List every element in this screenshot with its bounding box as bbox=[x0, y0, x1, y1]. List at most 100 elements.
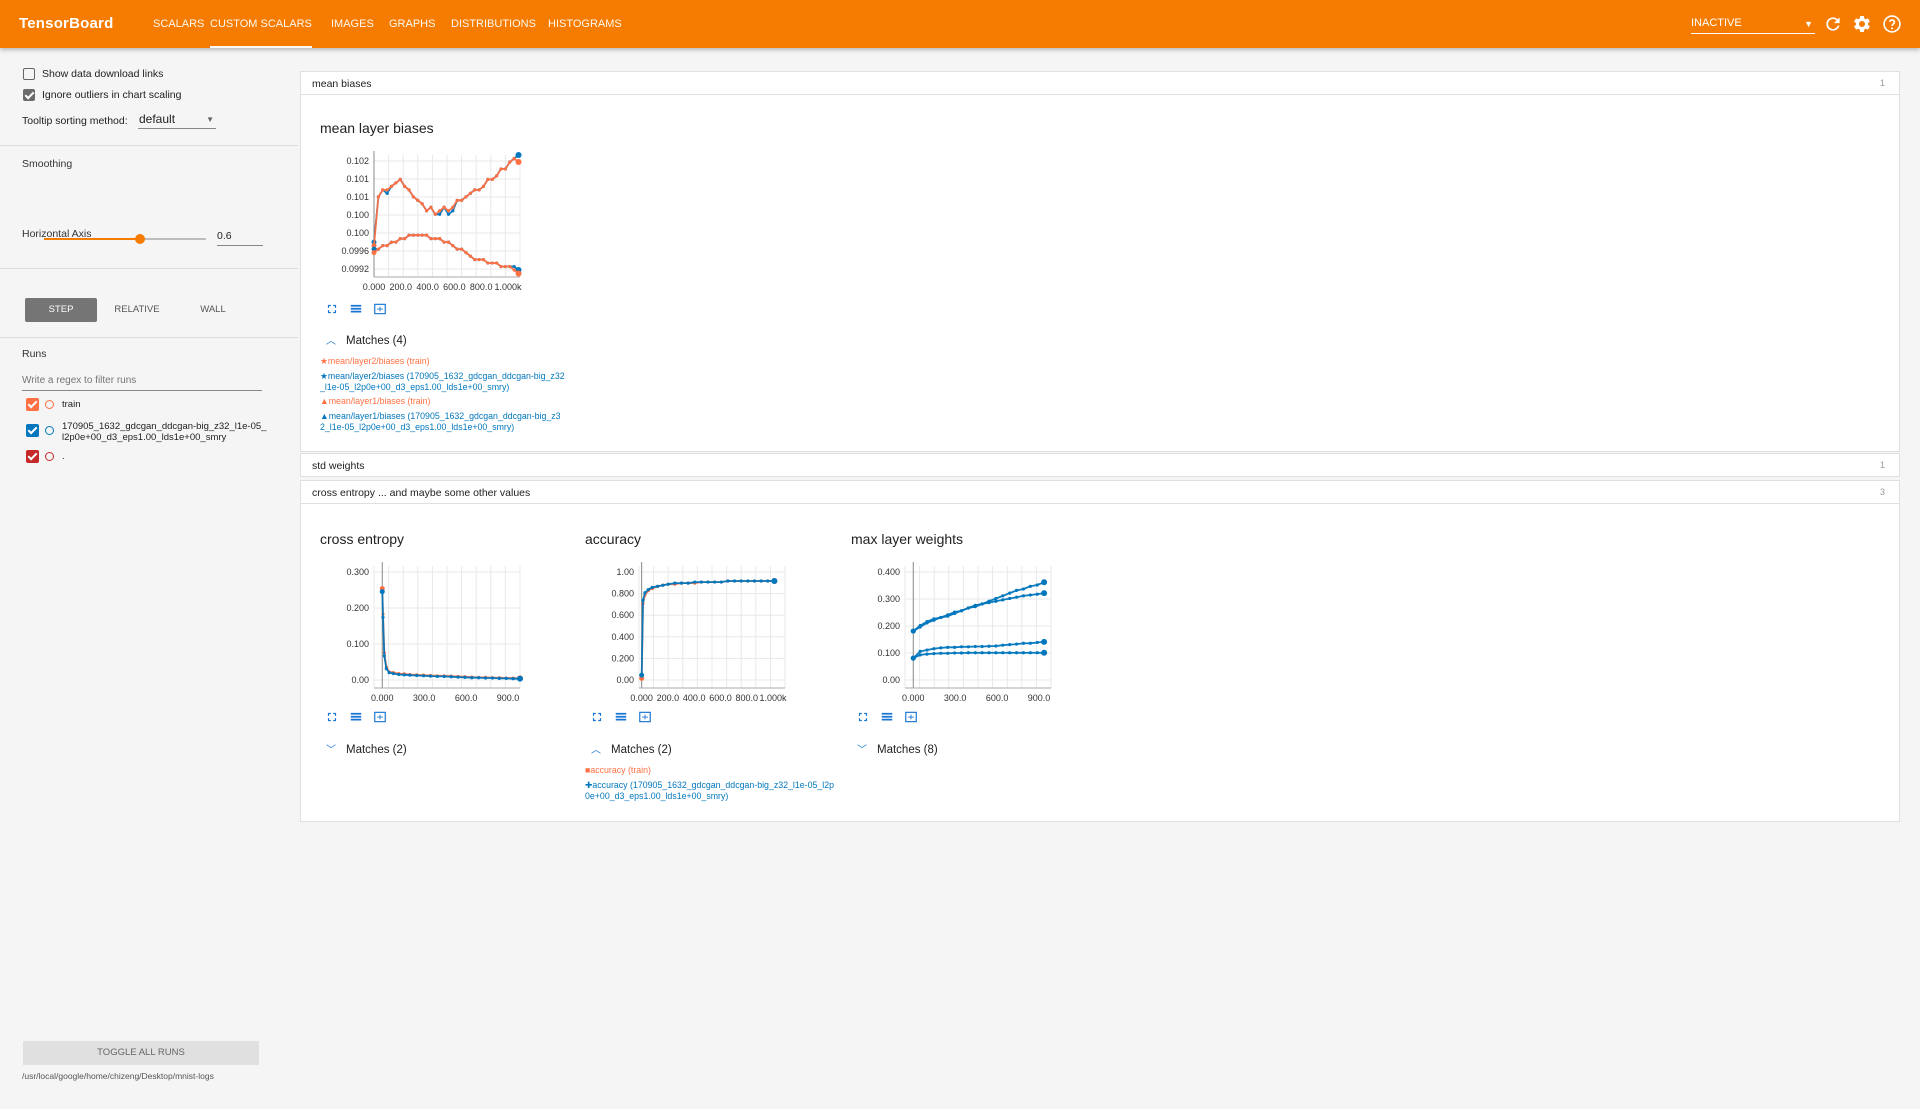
horizontal-axis-label: Horizontal Axis bbox=[22, 228, 92, 240]
data-point bbox=[389, 184, 394, 188]
smoothing-slider-knob[interactable] bbox=[135, 234, 145, 244]
data-point bbox=[512, 156, 516, 161]
chart-accuracy[interactable]: 0.00 0.200 0.400 0.600 0.800 1.00 0.000 200.0 40… bbox=[581, 556, 791, 706]
chart-cross-entropy[interactable]: 0.00 0.100 0.200 0.300 0.000 300.0 600.0 900.0 bbox=[316, 556, 526, 706]
axis-step-button[interactable]: STEP bbox=[25, 298, 97, 322]
status-select[interactable]: INACTIVE ▼ bbox=[1691, 13, 1815, 34]
data-point bbox=[932, 647, 936, 651]
data-point bbox=[987, 651, 991, 655]
matches-toggle[interactable]: ﹀ Matches (8) bbox=[857, 741, 938, 756]
series-line bbox=[373, 157, 520, 246]
data-point bbox=[739, 579, 743, 583]
x-tick-label: 900.0 bbox=[1028, 693, 1051, 703]
app-title: TensorBoard bbox=[19, 15, 114, 32]
show-download-links-checkbox[interactable] bbox=[23, 68, 35, 80]
refresh-icon[interactable] bbox=[1823, 14, 1843, 34]
data-point bbox=[429, 205, 433, 209]
matches-toggle[interactable]: ︿ Matches (4) bbox=[326, 332, 407, 347]
data-point bbox=[408, 673, 412, 677]
tab-distributions[interactable]: DISTRIBUTIONS bbox=[451, 18, 536, 30]
matches-toggle[interactable]: ︿ Matches (2) bbox=[591, 741, 672, 756]
x-tick-label: 300.0 bbox=[413, 693, 436, 703]
tooltip-sorting-select[interactable]: default ▼ bbox=[138, 111, 216, 129]
tab-images[interactable]: IMAGES bbox=[331, 18, 374, 30]
fit-domain-icon[interactable] bbox=[904, 710, 918, 724]
data-point bbox=[481, 257, 486, 262]
help-icon[interactable] bbox=[1882, 14, 1902, 34]
data-point bbox=[403, 237, 407, 241]
status-select-value: INACTIVE bbox=[1691, 17, 1742, 29]
startpoint-marker bbox=[371, 250, 377, 256]
chart-mean-layer-biases[interactable]: 0.0992 0.0996 0.100 0.100 0.101 0.101 0.102 0.0… bbox=[316, 145, 526, 295]
data-point bbox=[925, 652, 929, 656]
fullscreen-icon[interactable] bbox=[590, 710, 604, 724]
data-point bbox=[959, 651, 964, 655]
data-table-icon[interactable] bbox=[349, 302, 363, 316]
data-point bbox=[455, 198, 459, 202]
data-table-icon[interactable] bbox=[349, 710, 363, 724]
fullscreen-icon[interactable] bbox=[856, 710, 870, 724]
divider bbox=[0, 337, 298, 338]
tab-graphs[interactable]: GRAPHS bbox=[389, 18, 436, 30]
data-point bbox=[1028, 651, 1032, 655]
data-point bbox=[987, 644, 991, 648]
fit-domain-icon[interactable] bbox=[638, 710, 652, 724]
tab-custom-scalars[interactable]: CUSTOM SCALARS bbox=[210, 0, 312, 48]
data-table-icon[interactable] bbox=[880, 710, 894, 724]
category-header-mean-biases[interactable]: mean biases 1 bbox=[300, 71, 1900, 95]
tooltip-sorting-label: Tooltip sorting method: bbox=[22, 115, 128, 127]
runs-filter-input[interactable]: Write a regex to filter runs bbox=[22, 372, 262, 391]
category-header-cross-entropy[interactable]: cross entropy ... and maybe some other v… bbox=[300, 480, 1900, 504]
run-checkbox-dot[interactable] bbox=[26, 450, 39, 463]
matches-label: Matches (4) bbox=[346, 335, 407, 347]
run-checkbox-train[interactable] bbox=[26, 398, 39, 411]
data-point bbox=[376, 195, 380, 199]
endpoint-marker bbox=[771, 577, 778, 584]
tab-scalars[interactable]: SCALARS bbox=[153, 18, 205, 30]
data-point bbox=[932, 617, 936, 621]
chart-max-layer-weights[interactable]: 0.00 0.100 0.200 0.300 0.400 0.000 300.0 600.0 9… bbox=[847, 556, 1057, 706]
data-point bbox=[376, 247, 380, 251]
data-point bbox=[490, 261, 494, 265]
data-point bbox=[939, 651, 943, 655]
data-point bbox=[385, 244, 389, 248]
matches-label: Matches (8) bbox=[877, 744, 938, 756]
fit-domain-icon[interactable] bbox=[373, 710, 387, 724]
run-checkbox-gdcgan[interactable] bbox=[26, 424, 39, 437]
data-point bbox=[438, 237, 442, 241]
axis-wall-button[interactable]: WALL bbox=[200, 304, 226, 315]
data-table-icon[interactable] bbox=[614, 710, 628, 724]
fullscreen-icon[interactable] bbox=[325, 302, 339, 316]
data-point bbox=[397, 672, 401, 677]
card-title: accuracy bbox=[585, 531, 642, 547]
data-point bbox=[486, 177, 490, 181]
data-point bbox=[1035, 640, 1039, 645]
toggle-all-runs-button[interactable]: TOGGLE ALL RUNS bbox=[23, 1041, 259, 1065]
data-point bbox=[420, 202, 424, 206]
matches-label: Matches (2) bbox=[346, 744, 407, 756]
startpoint-marker bbox=[639, 672, 645, 678]
smoothing-value-input[interactable]: 0.6 bbox=[217, 230, 263, 246]
data-point bbox=[655, 584, 660, 588]
tab-histograms[interactable]: HISTOGRAMS bbox=[548, 18, 622, 30]
data-point bbox=[973, 603, 977, 607]
axis-relative-button[interactable]: RELATIVE bbox=[114, 304, 160, 315]
top-app-bar: TensorBoard SCALARS CUSTOM SCALARS IMAGE… bbox=[0, 0, 1920, 48]
data-point bbox=[1021, 641, 1026, 645]
endpoint-marker bbox=[1041, 590, 1048, 597]
fullscreen-icon[interactable] bbox=[325, 710, 339, 724]
category-header-std-weights[interactable]: std weights 1 bbox=[300, 453, 1900, 477]
data-point bbox=[752, 579, 757, 583]
runs-filter-placeholder: Write a regex to filter runs bbox=[22, 375, 137, 386]
settings-icon[interactable] bbox=[1852, 14, 1872, 34]
fit-domain-icon[interactable] bbox=[373, 302, 387, 316]
data-point bbox=[643, 591, 647, 595]
data-point bbox=[504, 676, 508, 680]
data-point bbox=[389, 240, 394, 244]
x-tick-label: 800.0 bbox=[470, 282, 493, 292]
data-point bbox=[460, 198, 464, 202]
matches-toggle[interactable]: ﹀ Matches (2) bbox=[326, 741, 407, 756]
data-point bbox=[1014, 595, 1019, 599]
x-tick-label: 800.0 bbox=[735, 693, 758, 703]
ignore-outliers-checkbox[interactable] bbox=[23, 89, 35, 101]
